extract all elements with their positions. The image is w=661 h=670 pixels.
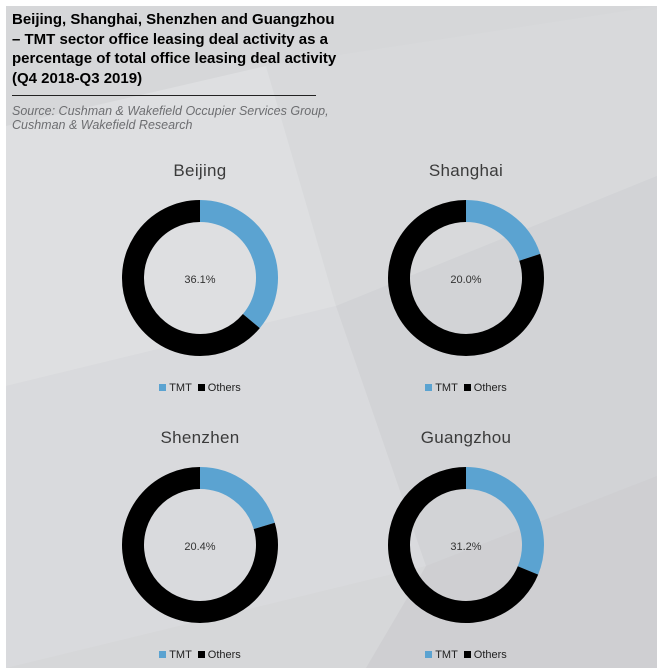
legend-label: Others <box>207 649 241 661</box>
legend-label: Others <box>473 382 507 394</box>
legend-label: TMT <box>435 649 458 661</box>
slice-others <box>122 200 260 356</box>
legend-swatch <box>159 384 167 391</box>
donut-svg <box>122 467 278 623</box>
legend-label: Others <box>473 649 507 661</box>
chart-title: Beijing <box>173 161 227 180</box>
donut-chart-guangzhou: Guangzhou 31.2% TMT Others <box>316 428 616 668</box>
center-value-label: 36.1% <box>184 274 216 286</box>
legend-item-tmt: TMT <box>425 382 458 394</box>
legend-label: Others <box>207 382 241 394</box>
chart-title: Shanghai <box>428 161 504 180</box>
donut-svg <box>388 200 544 356</box>
donut-svg <box>122 200 278 356</box>
center-value-label: 20.4% <box>184 541 216 553</box>
slice-tmt <box>199 200 278 329</box>
infographic-panel: Beijing, Shanghai, Shenzhen and Guangzho… <box>6 6 657 668</box>
legend-swatch <box>159 651 167 658</box>
chart-legend: TMT Others <box>316 382 616 394</box>
legend-item-others: Others <box>463 649 507 661</box>
legend-item-tmt: TMT <box>425 649 458 661</box>
title-divider <box>12 95 316 96</box>
legend-label: TMT <box>169 649 192 661</box>
center-value-label: 20.0% <box>450 274 482 286</box>
donut-chart-shenzhen: Shenzhen 20.4% TMT Others <box>50 428 350 668</box>
chart-title: Shenzhen <box>160 428 240 447</box>
legend-item-tmt: TMT <box>159 649 192 661</box>
legend-swatch <box>425 384 433 391</box>
legend-swatch <box>197 384 205 391</box>
slice-tmt <box>465 467 544 575</box>
slice-tmt <box>465 200 541 262</box>
page-title: Beijing, Shanghai, Shenzhen and Guangzho… <box>12 11 337 87</box>
legend-item-others: Others <box>463 382 507 394</box>
legend-swatch <box>463 651 471 658</box>
legend-swatch <box>463 384 471 391</box>
legend-swatch <box>425 651 433 658</box>
slice-others <box>122 467 278 623</box>
donut-chart-beijing: Beijing 36.1% TMT Others <box>50 161 350 406</box>
legend-swatch <box>197 651 205 658</box>
slice-others <box>388 467 539 623</box>
legend-item-others: Others <box>197 382 241 394</box>
chart-legend: TMT Others <box>50 382 350 394</box>
donut-chart-shanghai: Shanghai 20.0% TMT Others <box>316 161 616 406</box>
chart-legend: TMT Others <box>316 649 616 661</box>
chart-legend: TMT Others <box>50 649 350 661</box>
legend-label: TMT <box>435 382 458 394</box>
donut-svg <box>388 467 544 623</box>
legend-item-others: Others <box>197 649 241 661</box>
slice-others <box>388 200 544 356</box>
chart-title: Guangzhou <box>420 428 512 447</box>
background-pattern <box>6 6 657 668</box>
legend-label: TMT <box>169 382 192 394</box>
slice-tmt <box>199 467 275 530</box>
legend-item-tmt: TMT <box>159 382 192 394</box>
source-note: Source: Cushman & Wakefield Occupier Ser… <box>12 104 329 132</box>
center-value-label: 31.2% <box>450 541 482 553</box>
